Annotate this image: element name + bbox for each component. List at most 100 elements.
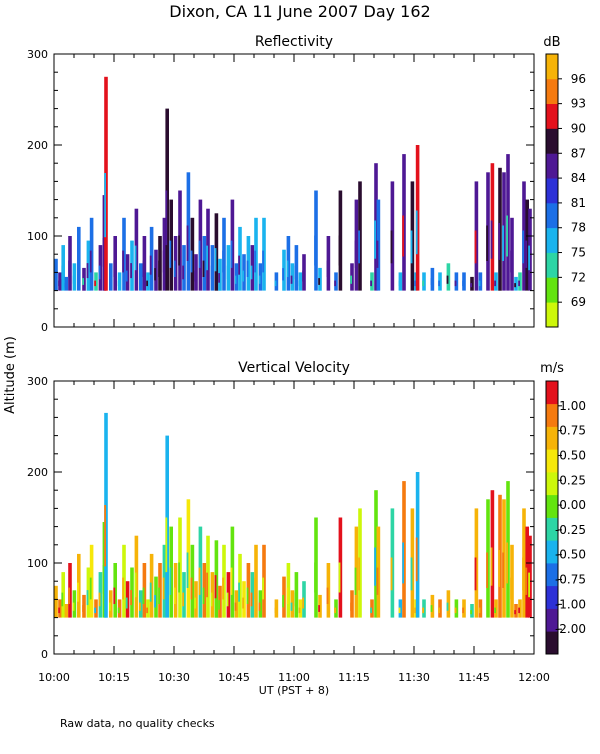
- data-point: [354, 199, 359, 291]
- x-tick-label: 10:30: [158, 671, 190, 684]
- data-point-bin: [190, 577, 193, 600]
- data-point-bin: [190, 250, 193, 273]
- data-point-bin: [338, 235, 341, 266]
- data-point-bin: [370, 607, 372, 614]
- data-point-bin: [338, 562, 341, 593]
- data-point-bin: [222, 577, 224, 600]
- velocity-colorbar: [545, 380, 559, 655]
- data-point: [410, 181, 415, 291]
- colorbar-tick-label: 90: [571, 121, 586, 135]
- data-point-bin: [302, 270, 304, 282]
- data-point-bin: [258, 275, 261, 284]
- data-point-bin: [522, 230, 524, 264]
- data-point-bin: [94, 280, 96, 287]
- data-point-bin: [154, 268, 156, 281]
- data-point-bin: [314, 562, 316, 593]
- data-point-bin: [370, 280, 372, 287]
- colorbar-segment: [546, 403, 558, 427]
- data-point: [290, 590, 295, 618]
- data-point-bin: [422, 280, 424, 287]
- data-point-bin: [294, 265, 297, 280]
- colorbar-tick-label: -0.75: [555, 573, 586, 587]
- data-point: [376, 526, 381, 618]
- reflectivity-panel: Reflectivity dB 0 100 200 300 96 93 90 87 84 81 7…: [27, 34, 586, 334]
- data-point-bin: [162, 577, 165, 600]
- data-point-bin: [474, 557, 477, 591]
- data-point-bin: [68, 587, 70, 604]
- data-point-bin: [390, 557, 393, 591]
- data-point-bin: [274, 607, 277, 614]
- colorbar-segment: [546, 54, 558, 80]
- y-tick-label: 0: [41, 321, 48, 334]
- data-point-bin: [286, 587, 289, 604]
- data-point-bin: [298, 607, 301, 614]
- data-point-bin: [117, 280, 120, 287]
- data-point-bin: [528, 572, 530, 598]
- data-point-bin: [462, 280, 464, 287]
- data-point: [298, 272, 303, 291]
- data-point-bin: [478, 280, 481, 287]
- data-point-bin: [178, 562, 180, 593]
- data-point-bin: [198, 567, 201, 595]
- colorbar-tick-label: -0.25: [555, 523, 586, 537]
- colorbar-tick-label: 81: [571, 196, 586, 210]
- data-point-bin: [290, 275, 293, 284]
- data-point: [298, 599, 303, 618]
- colorbar-tick-label: -0.50: [555, 548, 586, 562]
- data-point-bin: [238, 255, 240, 275]
- x-tick-label: 12:00: [518, 671, 550, 684]
- reflectivity-colorbar-labels: 96 93 90 87 84 81 78 75 72 69: [558, 72, 586, 309]
- data-point-bin: [64, 610, 67, 615]
- data-point-bin: [68, 260, 70, 277]
- colorbar-segment: [546, 227, 558, 253]
- data-point: [454, 272, 459, 291]
- data-point: [474, 508, 479, 618]
- data-point: [338, 190, 343, 291]
- data-point-bin: [158, 587, 160, 604]
- y-tick-label: 300: [27, 48, 48, 61]
- y-tick-label: 0: [41, 648, 48, 661]
- data-point-bin: [374, 547, 376, 586]
- data-point-bin: [494, 607, 496, 614]
- data-point-bin: [414, 280, 416, 287]
- data-point-bin: [125, 597, 128, 609]
- data-point-bin: [318, 605, 320, 612]
- data-point-bin: [446, 602, 449, 611]
- data-point-bin: [182, 592, 184, 607]
- data-point-bin: [402, 542, 404, 584]
- colorbar-segment: [546, 202, 558, 229]
- colorbar-tick-label: 84: [571, 171, 586, 185]
- colorbar-segment: [546, 540, 558, 564]
- data-point-bin: [454, 607, 457, 614]
- data-point-bin: [498, 223, 500, 260]
- data-point-bin: [102, 565, 105, 594]
- colorbar-segment: [546, 252, 558, 278]
- colorbar-segment: [546, 128, 558, 154]
- data-point-bin: [206, 572, 208, 598]
- data-point-bin: [258, 602, 261, 611]
- data-point-bin: [334, 607, 336, 614]
- data-point-bin: [218, 600, 220, 610]
- colorbar-segment: [546, 153, 558, 179]
- data-point-bin: [490, 547, 493, 586]
- data-point-bin: [250, 265, 253, 280]
- data-point: [390, 181, 395, 291]
- reflectivity-data: [54, 76, 532, 291]
- data-point-bin: [314, 235, 316, 266]
- data-point-bin: [422, 607, 424, 614]
- figure-title: Dixon, CA 11 June 2007 Day 162: [169, 2, 430, 21]
- data-point-bin: [510, 577, 512, 600]
- y-tick-label: 100: [27, 230, 48, 243]
- data-point-bin: [61, 265, 64, 280]
- data-point-bin: [202, 260, 205, 277]
- data-point: [286, 563, 291, 618]
- data-point-bin: [173, 260, 176, 277]
- data-point-bin: [230, 240, 233, 268]
- data-point-bin: [58, 607, 60, 614]
- data-point-bin: [282, 595, 284, 608]
- data-point-bin: [522, 557, 524, 591]
- data-point-bin: [430, 605, 433, 612]
- data-point-bin: [165, 190, 168, 246]
- data-point: [430, 594, 435, 618]
- data-point-bin: [234, 602, 237, 611]
